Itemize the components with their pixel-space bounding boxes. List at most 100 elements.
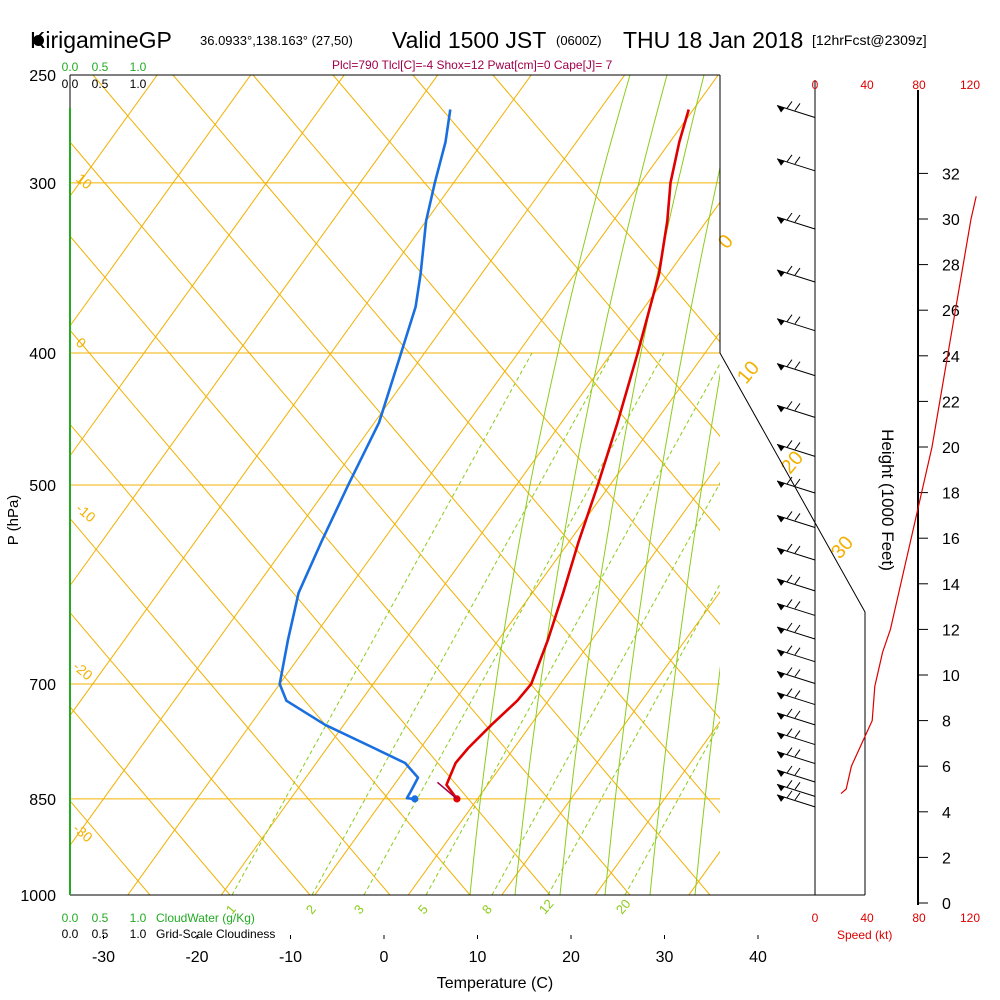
pressure-tick-label: 300 (29, 176, 56, 193)
wind-barb-feather (794, 513, 801, 521)
dry-adiabat-line (70, 423, 471, 895)
dry-adiabat-line (70, 235, 631, 895)
isotherm-label: -20 (70, 658, 96, 683)
wind-barb (776, 265, 816, 283)
background-grid (0, 0, 926, 924)
speed-tick-bottom: 0 (812, 911, 819, 925)
speed-tick-top: 120 (960, 78, 980, 92)
cloud-water-tick-top: 0.0 (62, 60, 79, 74)
wind-barb-feather (786, 780, 793, 788)
mixing-ratio-label: 8 (479, 902, 495, 917)
dry-adiabat-line (70, 705, 231, 895)
height-tick-label: 4 (942, 805, 951, 822)
pressure-tick-label: 500 (29, 478, 56, 495)
isotherm-line (594, 720, 720, 895)
height-tick-label: 16 (942, 531, 960, 548)
profiles (278, 109, 690, 803)
wind-barb-flag (777, 794, 785, 802)
wind-barb-feather (786, 265, 793, 274)
wind-barb-feather (786, 688, 793, 696)
wind-barb-feather (794, 361, 801, 369)
wind-barb-flag (777, 217, 785, 225)
x-tick-label: 30 (656, 949, 674, 966)
height-tick-label: 12 (942, 622, 960, 639)
height-tick-label: 14 (942, 577, 960, 594)
wind-barb-flag (777, 732, 785, 740)
wind-barb (776, 212, 816, 230)
wind-barb-feather (786, 476, 793, 485)
wind-barb-flag (777, 515, 785, 523)
wind-barb-feather (786, 622, 793, 631)
parcel-path (436, 781, 458, 800)
moist-adiabat-line (559, 75, 705, 895)
isotherm-line (501, 591, 720, 895)
zulu-time: (0600Z) (556, 33, 602, 48)
dry-adiabat-line (492, 75, 720, 343)
speed-tick-top: 40 (860, 78, 874, 92)
moist-adiabat-line (469, 75, 631, 895)
pressure-tick-label: 1000 (20, 888, 56, 905)
moist-adiabat-line (649, 372, 720, 895)
wind-barb-feather (794, 545, 801, 554)
wind-barb-feather (786, 790, 793, 799)
wind-barb (776, 401, 816, 418)
cloud-water-tick-bottom: 0.5 (92, 911, 109, 925)
isotherm-line (0, 0, 159, 924)
wind-barb-feather (794, 316, 801, 324)
cloudiness-tick-bottom: 1.0 (130, 927, 147, 941)
y-axis-label: P (hPa) (5, 495, 22, 546)
wind-barb-feather (794, 103, 801, 111)
wind-barb-feather (794, 442, 801, 450)
wind-barb-feather (786, 747, 793, 755)
wind-barb-feather (786, 574, 793, 583)
isotherm-line (70, 75, 532, 717)
height-tick-label: 6 (942, 759, 951, 776)
dry-adiabat-line (70, 517, 391, 895)
wind-barb (776, 543, 816, 561)
wind-barb-feather (786, 212, 793, 221)
moist-adiabat-line (694, 665, 720, 895)
dewpoint-line (278, 109, 452, 801)
mixing-ratio-line (363, 352, 665, 895)
wind-barb-feather (786, 359, 793, 367)
wind-barb (776, 574, 816, 592)
wind-barb-flag (777, 784, 785, 792)
cloud-water-tick-bottom: 0.0 (62, 911, 79, 925)
wind-barb (776, 622, 816, 640)
wind-barb-feather (786, 708, 793, 717)
isotherm-line (70, 75, 626, 847)
height-axis-label: Height (1000 Feet) (878, 429, 897, 571)
wind-barb-feather (794, 749, 801, 757)
dry-adiabat-line (412, 75, 720, 437)
height-tick-label: 24 (942, 349, 960, 366)
dry-adiabat-label: 0 (714, 231, 738, 254)
wind-speed-line (840, 196, 977, 795)
cloudiness-tick-bottom: 0.5 (92, 927, 109, 941)
speed-tick-bottom: 40 (860, 911, 874, 925)
wind-barb-feather (794, 782, 801, 790)
cloud-water-tick-bottom: 1.0 (130, 911, 147, 925)
wind-barb (776, 728, 816, 746)
wind-barb-flag (777, 712, 785, 720)
wind-barb (776, 314, 816, 332)
wind-barb-feather (786, 511, 793, 519)
wind-barb-feather (794, 690, 801, 698)
mixing-ratio-label: 20 (613, 896, 634, 917)
valid-time: Valid 1500 JST (392, 27, 547, 53)
mixing-ratio-label: 5 (415, 902, 431, 917)
mixing-ratio-line (231, 352, 533, 895)
wind-barb-flag (777, 769, 785, 777)
height-tick-label: 10 (942, 668, 960, 685)
height-tick-label: 8 (942, 714, 951, 731)
wind-barb-feather (786, 728, 793, 736)
dry-adiabat-line (92, 75, 720, 814)
wind-barb-feather (786, 314, 793, 322)
pressure-tick-label: 400 (29, 346, 56, 363)
wind-barb-feather (794, 214, 801, 223)
moist-adiabat-line (830, 75, 926, 895)
wind-barb-feather (786, 599, 793, 607)
isotherm-label: -30 (70, 820, 96, 845)
